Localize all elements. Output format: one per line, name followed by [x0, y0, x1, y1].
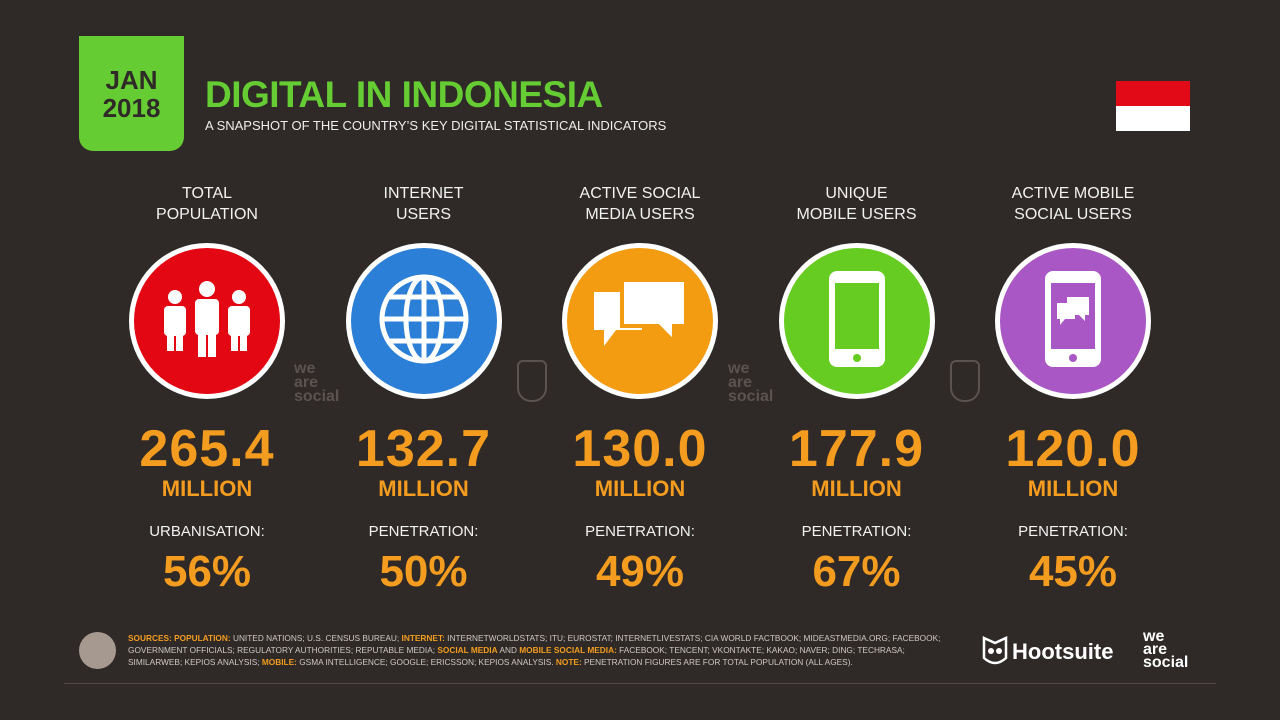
owl-watermark-icon [517, 360, 547, 402]
stat-sub-value: 67% [812, 547, 901, 596]
sources-text: SOURCES: POPULATION: UNITED NATIONS; U.S… [128, 632, 948, 668]
stat-sub-label: PENETRATION: [1018, 523, 1128, 540]
stat-unit: MILLION [161, 476, 253, 501]
stat-circle [995, 243, 1151, 399]
owl-icon [982, 636, 1008, 665]
stat-value: 265.4 [139, 420, 275, 478]
stat-sub-value: 56% [162, 547, 252, 596]
stat-label: ACTIVE SOCIAL MEDIA USERS [532, 183, 748, 227]
stat-unit: MILLION [811, 476, 902, 501]
date-badge: JAN 2018 [79, 36, 184, 151]
indonesia-flag-icon [1116, 81, 1190, 131]
sources-segment: SOCIAL MEDIA [437, 645, 498, 655]
stat-column: TOTAL POPULATION 265.4 MILLION URBANISATI… [99, 183, 315, 597]
stat-sub-label: PENETRATION: [585, 523, 695, 540]
stat-sub-label: URBANISATION: [149, 523, 265, 540]
hootsuite-text: Hootsuite [1012, 639, 1114, 664]
stat-value: 132.7 [355, 420, 492, 478]
sources-segment: AND [497, 645, 520, 655]
sources-segment: SOURCES: POPULATION: [128, 633, 231, 643]
hootsuite-logo: Hootsuite [982, 636, 1113, 668]
footer-divider [64, 683, 1216, 684]
sources-segment: NOTE: [555, 657, 582, 667]
stat-sub-label: PENETRATION: [801, 523, 912, 540]
stat-label: INTERNET USERS [316, 183, 532, 227]
mobile-phone-icon [827, 269, 887, 374]
stat-label: TOTAL POPULATION [99, 183, 315, 227]
we-are-social-watermark: we are social [294, 360, 340, 405]
globe-icon [376, 271, 472, 372]
stat-label-line: SOCIAL USERS [1014, 206, 1132, 223]
stat-circle [345, 243, 502, 399]
stat-value: 120.0 [1005, 420, 1141, 478]
we-are-social-logo: we are social [1143, 628, 1189, 671]
stat-label-line: POPULATION [156, 206, 258, 223]
page-title: DIGITAL IN INDONESIA [205, 74, 603, 115]
stat-label-line: ACTIVE SOCIAL [579, 185, 701, 202]
sources-segment: INTERNETWORLDSTATS; ITU; EUROSTAT; INTER… [128, 633, 941, 655]
stat-label-line: UNIQUE [825, 185, 888, 202]
stat-circle [129, 243, 285, 399]
date-year: 2018 [102, 92, 161, 123]
chat-bubbles-icon [592, 276, 688, 367]
sources-segment: GSMA INTELLIGENCE; GOOGLE; ERICSSON; KEP… [296, 657, 556, 667]
stat-unit: MILLION [378, 476, 469, 501]
stat-column: ACTIVE MOBILE SOCIAL USERS 120.0 MILLION … [965, 183, 1181, 597]
logo-social: social [1143, 654, 1189, 671]
stat-column: INTERNET USERS 132.7 MILLION PENETRATION:… [316, 183, 532, 597]
stat-label-line: MOBILE USERS [796, 206, 917, 223]
we-are-social-watermark: we are social [728, 360, 774, 405]
stat-label-line: MEDIA USERS [585, 206, 695, 223]
sources-segment: INTERNET: [401, 633, 445, 643]
stat-label-line: ACTIVE MOBILE [1011, 185, 1135, 202]
stat-unit: MILLION [1027, 476, 1119, 501]
logo-we: we [1143, 628, 1165, 645]
stat-label-line: USERS [395, 206, 452, 223]
owl-watermark-icon [950, 360, 980, 402]
stat-label-line: TOTAL [181, 185, 233, 202]
mobile-chat-icon [1043, 269, 1103, 374]
footer-logo-dot [79, 632, 116, 669]
sources-segment: MOBILE: [261, 657, 297, 667]
stat-sub-value: 49% [595, 547, 685, 596]
stat-column: UNIQUE MOBILE USERS 177.9 MILLION PENETRA… [749, 183, 965, 597]
sources-segment: MOBILE SOCIAL MEDIA: [519, 645, 617, 655]
stat-unit: MILLION [594, 476, 686, 501]
people-icon [159, 279, 255, 364]
sources-segment: UNITED NATIONS; U.S. CENSUS BUREAU; [230, 633, 402, 643]
stat-sub-value: 50% [379, 547, 468, 596]
stat-value: 177.9 [788, 420, 925, 478]
stat-sub-label: PENETRATION: [368, 523, 479, 540]
logo-are: are [1143, 641, 1168, 658]
stat-label: ACTIVE MOBILE SOCIAL USERS [965, 183, 1181, 227]
stat-circle [562, 243, 718, 399]
stat-sub-value: 45% [1028, 547, 1118, 596]
stat-circle [778, 243, 935, 399]
page-subtitle: A SNAPSHOT OF THE COUNTRY’S KEY DIGITAL … [205, 118, 667, 133]
date-month: JAN [105, 64, 158, 95]
sources-segment: FACEBOOK; TENCENT; VKONTAKTE; KAKAO; NAV… [128, 645, 905, 667]
stat-value: 130.0 [572, 420, 708, 478]
sources-segment: PENETRATION FIGURES ARE FOR TOTAL POPULA… [581, 657, 853, 667]
stat-column: ACTIVE SOCIAL MEDIA USERS 130.0 MILLION P… [532, 183, 748, 597]
stat-label-line: INTERNET [383, 185, 464, 202]
stat-label: UNIQUE MOBILE USERS [749, 183, 965, 227]
